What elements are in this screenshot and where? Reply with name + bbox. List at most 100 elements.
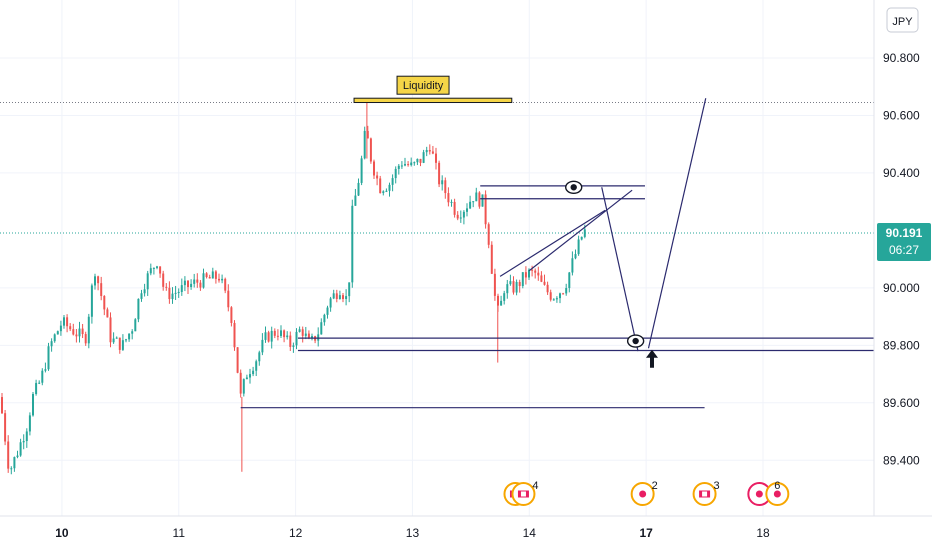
trend-line[interactable] <box>499 209 606 277</box>
ca-flag-right <box>707 491 710 497</box>
candle-body <box>100 283 103 297</box>
candle-body <box>258 352 261 362</box>
candle-body <box>568 272 571 289</box>
candle-body <box>32 393 34 416</box>
trend-line[interactable] <box>601 187 639 352</box>
candle-body <box>472 201 475 203</box>
candle-body <box>90 285 93 317</box>
candle-body <box>10 468 13 470</box>
candle-body <box>428 150 431 152</box>
candle-body <box>326 307 329 315</box>
candle-body <box>435 153 437 163</box>
candle-body <box>311 336 313 339</box>
candle-body <box>283 330 286 338</box>
candle-body <box>503 293 506 301</box>
candle-body <box>103 296 106 310</box>
ca-flag-left <box>518 491 521 497</box>
candle-body <box>521 272 524 287</box>
candle-body <box>137 298 140 320</box>
candle-body <box>512 281 515 293</box>
candle-body <box>391 178 394 185</box>
candle-body <box>109 317 112 343</box>
candle-body <box>487 224 490 245</box>
candle-body <box>273 330 276 336</box>
candle-body <box>441 180 444 185</box>
price-tick-label: 89.600 <box>883 396 920 410</box>
candle-body <box>63 317 65 326</box>
candle-body <box>450 201 453 203</box>
candle-body <box>559 293 561 299</box>
candle-body <box>72 329 75 335</box>
candles <box>1 98 586 475</box>
candle-body <box>407 164 410 166</box>
candle-body <box>69 326 72 330</box>
candle-body <box>177 291 180 293</box>
candle-body <box>44 369 47 371</box>
candle-body <box>518 281 521 287</box>
candle-body <box>506 284 509 294</box>
eye-pupil <box>632 337 639 345</box>
candle-body <box>354 195 357 206</box>
candle-body <box>320 322 323 335</box>
candle-body <box>524 272 527 278</box>
candle-body <box>453 201 456 215</box>
candle-body <box>121 340 124 350</box>
candle-body <box>366 130 369 139</box>
candle-body <box>81 328 84 335</box>
candle-body <box>97 276 100 284</box>
candle-body <box>214 271 217 279</box>
candle-body <box>146 273 149 290</box>
candle-body <box>115 337 118 339</box>
candle-body <box>233 322 236 348</box>
candle-body <box>25 431 28 442</box>
candle-body <box>332 293 335 299</box>
event-icon[interactable] <box>765 482 790 506</box>
candle-body <box>462 211 465 218</box>
candle-body <box>357 182 360 196</box>
candle-body <box>180 285 183 292</box>
candle-body <box>245 377 248 380</box>
candle-body <box>475 192 478 202</box>
trend-line[interactable] <box>528 189 633 272</box>
candle-body <box>239 372 242 394</box>
candle-body <box>13 457 16 469</box>
candle-body <box>255 361 258 371</box>
event-icon[interactable] <box>630 482 655 506</box>
candle-body <box>438 162 441 185</box>
candle-body <box>280 330 282 336</box>
candle-body <box>493 273 496 296</box>
current-price-value: 90.191 <box>886 226 923 240</box>
candle-body <box>515 281 518 293</box>
candle-body <box>28 415 31 432</box>
candle-body <box>165 286 168 288</box>
jp-flag-dot <box>755 490 763 498</box>
trend-line[interactable] <box>647 98 707 349</box>
candle-body <box>307 333 310 339</box>
price-axis-labels: 90.800 90.600 90.400 90.000 89.800 89.600 89.4… <box>883 51 920 467</box>
candle-body <box>171 293 174 300</box>
candle-body <box>174 292 177 294</box>
candle-body <box>376 175 379 179</box>
candle-body <box>261 339 264 353</box>
candle-body <box>66 317 69 327</box>
event-markers[interactable]: 4 2 3 6 <box>503 480 790 506</box>
liquidity-zone[interactable] <box>353 97 513 104</box>
candle-body <box>202 273 205 288</box>
candle-body <box>543 281 546 285</box>
event-icon[interactable] <box>692 482 717 506</box>
candle-body <box>394 168 397 179</box>
candle-body <box>183 280 186 286</box>
candle-body <box>224 278 227 291</box>
event-icon[interactable] <box>511 482 536 506</box>
candle-body <box>53 334 56 342</box>
drawings[interactable]: Liquidity <box>240 75 874 409</box>
time-tick-label: 12 <box>289 526 303 540</box>
candle-body <box>577 239 580 255</box>
candle-body <box>509 281 512 285</box>
candle-body <box>236 347 239 373</box>
candle-body <box>580 236 583 240</box>
candle-body <box>531 269 534 271</box>
candle-body <box>549 292 552 300</box>
currency-button[interactable]: JPY <box>886 7 919 33</box>
